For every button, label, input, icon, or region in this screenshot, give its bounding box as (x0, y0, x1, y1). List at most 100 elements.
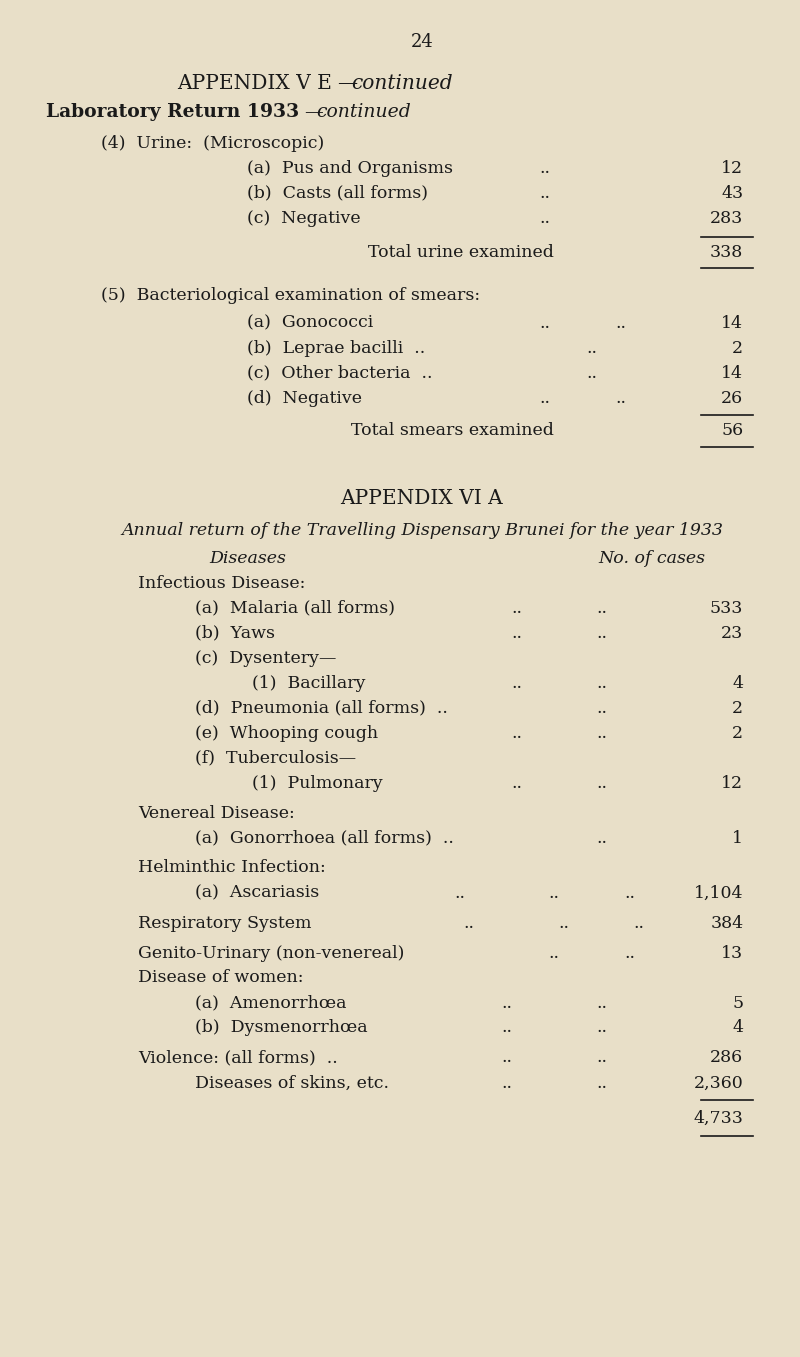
Text: ..: .. (502, 1075, 513, 1091)
Text: ..: .. (596, 1049, 607, 1067)
Text: 24: 24 (410, 33, 434, 52)
Text: Violence: (all forms)  ..: Violence: (all forms) .. (138, 1049, 338, 1067)
Text: (b)  Leprae bacilli  ..: (b) Leprae bacilli .. (247, 339, 426, 357)
Text: (c)  Negative: (c) Negative (247, 209, 361, 227)
Text: 23: 23 (721, 624, 743, 642)
Text: (a)  Ascariasis: (a) Ascariasis (195, 885, 319, 901)
Text: 1,104: 1,104 (694, 885, 743, 901)
Text: 14: 14 (722, 315, 743, 331)
Text: Genito-Urinary (non-venereal): Genito-Urinary (non-venereal) (138, 944, 405, 962)
Text: Diseases of skins, etc.: Diseases of skins, etc. (195, 1075, 390, 1091)
Text: ..: .. (511, 674, 522, 692)
Text: (d)  Negative: (d) Negative (247, 389, 362, 407)
Text: 43: 43 (721, 185, 743, 201)
Text: ..: .. (596, 624, 607, 642)
Text: ..: .. (539, 389, 550, 407)
Text: ..: .. (596, 995, 607, 1011)
Text: 533: 533 (710, 600, 743, 616)
Text: —: — (337, 73, 357, 92)
Text: (a)  Gonococci: (a) Gonococci (247, 315, 374, 331)
Text: ..: .. (596, 1019, 607, 1037)
Text: (1)  Pulmonary: (1) Pulmonary (252, 775, 382, 791)
Text: ..: .. (539, 160, 550, 176)
Text: (4)  Urine:  (Microscopic): (4) Urine: (Microscopic) (101, 134, 324, 152)
Text: 14: 14 (722, 365, 743, 381)
Text: ..: .. (615, 315, 626, 331)
Text: (f)  Tuberculosis—: (f) Tuberculosis— (195, 749, 356, 767)
Text: 13: 13 (721, 944, 743, 962)
Text: (a)  Pus and Organisms: (a) Pus and Organisms (247, 160, 453, 176)
Text: ..: .. (464, 915, 474, 931)
Text: ..: .. (586, 365, 598, 381)
Text: (b)  Casts (all forms): (b) Casts (all forms) (247, 185, 428, 201)
Text: ..: .. (511, 624, 522, 642)
Text: ..: .. (502, 1049, 513, 1067)
Text: Respiratory System: Respiratory System (138, 915, 312, 931)
Text: 2: 2 (732, 699, 743, 716)
Text: —: — (304, 103, 322, 121)
Text: Total smears examined: Total smears examined (351, 422, 554, 438)
Text: continued: continued (316, 103, 411, 121)
Text: ..: .. (539, 185, 550, 201)
Text: Laboratory Return 1933: Laboratory Return 1933 (46, 103, 299, 121)
Text: APPENDIX V E: APPENDIX V E (178, 73, 332, 92)
Text: 1: 1 (732, 829, 743, 847)
Text: ..: .. (596, 699, 607, 716)
Text: Venereal Disease:: Venereal Disease: (138, 805, 295, 821)
Text: (b)  Dysmenorrhœa: (b) Dysmenorrhœa (195, 1019, 368, 1037)
Text: (a)  Malaria (all forms): (a) Malaria (all forms) (195, 600, 395, 616)
Text: (a)  Amenorrhœa: (a) Amenorrhœa (195, 995, 346, 1011)
Text: ..: .. (596, 725, 607, 741)
Text: ..: .. (596, 1075, 607, 1091)
Text: ..: .. (549, 944, 560, 962)
Text: 26: 26 (721, 389, 743, 407)
Text: APPENDIX VI A: APPENDIX VI A (341, 489, 503, 508)
Text: ..: .. (558, 915, 570, 931)
Text: ..: .. (502, 995, 513, 1011)
Text: ..: .. (502, 1019, 513, 1037)
Text: (d)  Pneumonia (all forms)  ..: (d) Pneumonia (all forms) .. (195, 699, 448, 716)
Text: ..: .. (596, 829, 607, 847)
Text: 56: 56 (721, 422, 743, 438)
Text: 12: 12 (721, 775, 743, 791)
Text: Diseases: Diseases (210, 550, 286, 566)
Text: ..: .. (625, 885, 635, 901)
Text: (c)  Dysentery—: (c) Dysentery— (195, 650, 337, 666)
Text: ..: .. (586, 339, 598, 357)
Text: (b)  Yaws: (b) Yaws (195, 624, 275, 642)
Text: (a)  Gonorrhoea (all forms)  ..: (a) Gonorrhoea (all forms) .. (195, 829, 454, 847)
Text: 283: 283 (710, 209, 743, 227)
Text: ..: .. (634, 915, 645, 931)
Text: ..: .. (511, 725, 522, 741)
Text: (1)  Bacillary: (1) Bacillary (252, 674, 366, 692)
Text: (e)  Whooping cough: (e) Whooping cough (195, 725, 378, 741)
Text: ..: .. (511, 600, 522, 616)
Text: ..: .. (539, 209, 550, 227)
Text: ..: .. (596, 600, 607, 616)
Text: Infectious Disease:: Infectious Disease: (138, 574, 306, 592)
Text: ..: .. (454, 885, 466, 901)
Text: 384: 384 (710, 915, 743, 931)
Text: 4,733: 4,733 (694, 1110, 743, 1126)
Text: Helminthic Infection:: Helminthic Infection: (138, 859, 326, 877)
Text: 5: 5 (732, 995, 743, 1011)
Text: ..: .. (549, 885, 560, 901)
Text: 2,360: 2,360 (694, 1075, 743, 1091)
Text: Annual return of the Travelling Dispensary Brunei for the year 1933: Annual return of the Travelling Dispensa… (121, 521, 723, 539)
Text: continued: continued (351, 73, 453, 92)
Text: Total urine examined: Total urine examined (369, 243, 554, 261)
Text: 286: 286 (710, 1049, 743, 1067)
Text: 4: 4 (732, 1019, 743, 1037)
Text: ..: .. (511, 775, 522, 791)
Text: (5)  Bacteriological examination of smears:: (5) Bacteriological examination of smear… (101, 286, 480, 304)
Text: 2: 2 (732, 339, 743, 357)
Text: ..: .. (615, 389, 626, 407)
Text: 338: 338 (710, 243, 743, 261)
Text: Disease of women:: Disease of women: (138, 969, 304, 987)
Text: No. of cases: No. of cases (598, 550, 706, 566)
Text: (c)  Other bacteria  ..: (c) Other bacteria .. (247, 365, 433, 381)
Text: 12: 12 (721, 160, 743, 176)
Text: ..: .. (596, 674, 607, 692)
Text: ..: .. (596, 775, 607, 791)
Text: ..: .. (625, 944, 635, 962)
